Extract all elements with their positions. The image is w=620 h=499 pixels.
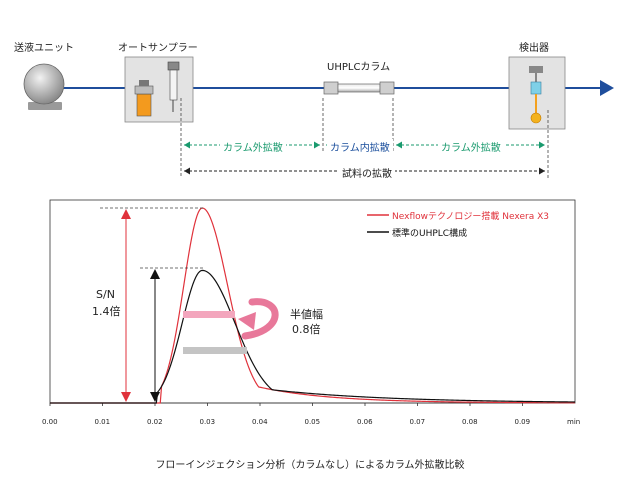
width-value: 0.8倍	[292, 323, 321, 336]
sn-label: S/N	[96, 288, 115, 301]
x-tick-label: 0.00	[42, 418, 58, 426]
extra-column-left-label: カラム外拡散	[220, 139, 286, 154]
x-tick-label: 0.08	[462, 418, 478, 426]
x-tick-label: 0.02	[147, 418, 163, 426]
x-tick-label: 0.06	[357, 418, 373, 426]
x-tick-label: 0.09	[514, 418, 531, 426]
series-layer	[50, 207, 576, 404]
x-tick-label: 0.05	[304, 418, 321, 426]
width-annotations	[183, 298, 279, 354]
legend-red-label: Nexflowテクノロジー搭載 Nexera X3	[392, 212, 549, 222]
sn-value: 1.4倍	[92, 305, 121, 318]
pump-label: 送液ユニット	[14, 43, 74, 54]
series-standard-line	[50, 269, 576, 404]
detector-label: 検出器	[519, 43, 549, 54]
dispersion-boundaries	[180, 98, 549, 178]
autosampler-label: オートサンプラー	[118, 43, 198, 54]
autosampler-icon	[124, 56, 194, 123]
black-halfwidth-bar	[183, 347, 247, 354]
chart-caption: フローインジェクション分析（カラムなし）によるカラム外拡散比較	[155, 460, 465, 471]
chart-frame	[49, 199, 576, 404]
x-axis-unit: min	[567, 418, 581, 426]
x-tick-label: 0.03	[199, 418, 216, 426]
sn-annotations	[100, 207, 205, 402]
pink-curved-arrow	[241, 298, 279, 340]
column-label: UHPLCカラム	[327, 62, 391, 73]
width-label: 半値幅	[290, 308, 323, 321]
pump-icon	[23, 63, 65, 110]
x-tick-label: 0.01	[94, 418, 111, 426]
red-halfwidth-bar	[183, 311, 235, 318]
column-icon	[323, 81, 395, 95]
detector-icon	[508, 56, 566, 130]
x-tick-label: 0.04	[252, 418, 268, 426]
total-dispersion-label: 試料の拡散	[339, 165, 395, 180]
legend-black-label: 標準のUHPLC構成	[392, 229, 468, 239]
extra-column-right-label: カラム外拡散	[438, 139, 504, 154]
x-ticks	[49, 403, 523, 406]
intra-column-label: カラム内拡散	[327, 139, 393, 154]
x-tick-label: 0.07	[409, 418, 426, 426]
